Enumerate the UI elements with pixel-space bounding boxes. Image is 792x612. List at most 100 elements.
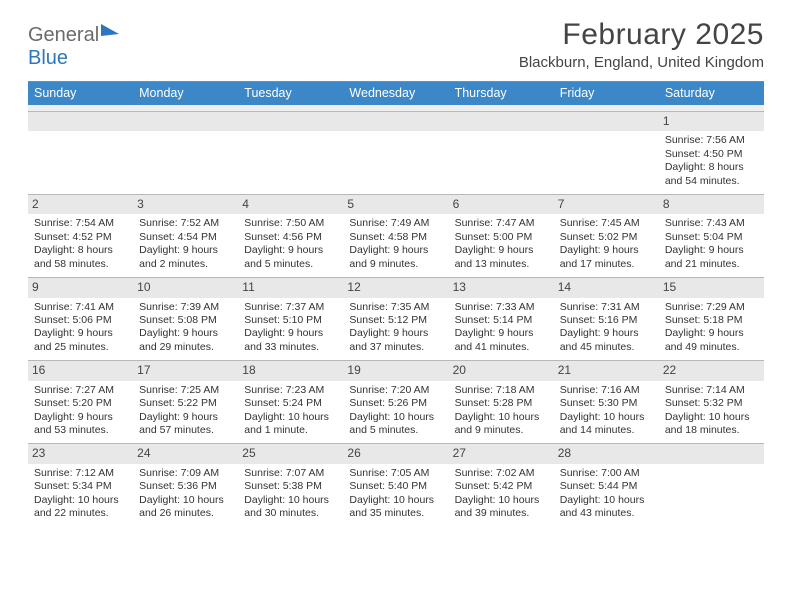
weekday-wednesday: Wednesday [343,82,448,105]
sunset-line: Sunset: 5:08 PM [139,314,232,327]
sunset-line: Sunset: 5:30 PM [560,397,653,410]
day-cell: 26Sunrise: 7:05 AMSunset: 5:40 PMDayligh… [343,443,448,526]
daylight-line: Daylight: 10 hours and 14 minutes. [560,411,653,438]
day-cell: 28Sunrise: 7:00 AMSunset: 5:44 PMDayligh… [554,443,659,526]
day-cell: 4Sunrise: 7:50 AMSunset: 4:56 PMDaylight… [238,194,343,277]
day-number: 20 [449,360,554,380]
day-cell: 10Sunrise: 7:39 AMSunset: 5:08 PMDayligh… [133,277,238,360]
sunset-line: Sunset: 5:00 PM [455,231,548,244]
sunset-line: Sunset: 5:12 PM [349,314,442,327]
sunrise-line: Sunrise: 7:41 AM [34,301,127,314]
daylight-line: Daylight: 10 hours and 1 minute. [244,411,337,438]
weeks-container: 1Sunrise: 7:56 AMSunset: 4:50 PMDaylight… [28,111,764,527]
logo-word-blue: Blue [28,47,68,69]
sunrise-line: Sunrise: 7:37 AM [244,301,337,314]
day-number [449,111,554,131]
day-cell: 25Sunrise: 7:07 AMSunset: 5:38 PMDayligh… [238,443,343,526]
weekday-tuesday: Tuesday [238,82,343,105]
day-number [28,111,133,131]
daylight-line: Daylight: 10 hours and 5 minutes. [349,411,442,438]
sunrise-line: Sunrise: 7:54 AM [34,217,127,230]
sunset-line: Sunset: 5:44 PM [560,480,653,493]
sunrise-line: Sunrise: 7:16 AM [560,384,653,397]
calendar-page: General Blue February 2025 Blackburn, En… [0,0,792,537]
day-cell: 8Sunrise: 7:43 AMSunset: 5:04 PMDaylight… [659,194,764,277]
day-cell-empty [28,111,133,194]
daylight-line: Daylight: 9 hours and 37 minutes. [349,327,442,354]
sunset-line: Sunset: 5:22 PM [139,397,232,410]
day-cell-empty [343,111,448,194]
day-number: 16 [28,360,133,380]
day-number: 6 [449,194,554,214]
sunset-line: Sunset: 5:24 PM [244,397,337,410]
day-number: 2 [28,194,133,214]
daylight-line: Daylight: 9 hours and 9 minutes. [349,244,442,271]
logo-text-line: General Blue [28,24,119,70]
sunrise-line: Sunrise: 7:12 AM [34,467,127,480]
day-cell: 13Sunrise: 7:33 AMSunset: 5:14 PMDayligh… [449,277,554,360]
sunset-line: Sunset: 5:36 PM [139,480,232,493]
day-number [659,443,764,463]
sunset-line: Sunset: 5:04 PM [665,231,758,244]
day-cell: 27Sunrise: 7:02 AMSunset: 5:42 PMDayligh… [449,443,554,526]
daylight-line: Daylight: 9 hours and 5 minutes. [244,244,337,271]
week-row: 2Sunrise: 7:54 AMSunset: 4:52 PMDaylight… [28,194,764,277]
day-cell: 19Sunrise: 7:20 AMSunset: 5:26 PMDayligh… [343,360,448,443]
sunrise-line: Sunrise: 7:50 AM [244,217,337,230]
day-number: 3 [133,194,238,214]
weekday-sunday: Sunday [28,82,133,105]
day-cell-empty [133,111,238,194]
day-number: 13 [449,277,554,297]
month-title: February 2025 [519,18,764,52]
sunset-line: Sunset: 5:10 PM [244,314,337,327]
day-number: 4 [238,194,343,214]
calendar-grid: Sunday Monday Tuesday Wednesday Thursday… [28,82,764,527]
sunrise-line: Sunrise: 7:56 AM [665,134,758,147]
day-number: 22 [659,360,764,380]
day-cell: 12Sunrise: 7:35 AMSunset: 5:12 PMDayligh… [343,277,448,360]
daylight-line: Daylight: 10 hours and 18 minutes. [665,411,758,438]
weekday-saturday: Saturday [659,82,764,105]
weekday-thursday: Thursday [449,82,554,105]
sunrise-line: Sunrise: 7:23 AM [244,384,337,397]
day-cell: 9Sunrise: 7:41 AMSunset: 5:06 PMDaylight… [28,277,133,360]
day-cell: 22Sunrise: 7:14 AMSunset: 5:32 PMDayligh… [659,360,764,443]
title-block: February 2025 Blackburn, England, United… [519,18,764,71]
day-cell: 3Sunrise: 7:52 AMSunset: 4:54 PMDaylight… [133,194,238,277]
week-row: 9Sunrise: 7:41 AMSunset: 5:06 PMDaylight… [28,277,764,360]
sunset-line: Sunset: 5:18 PM [665,314,758,327]
location: Blackburn, England, United Kingdom [519,54,764,71]
sunset-line: Sunset: 5:26 PM [349,397,442,410]
day-cell-empty [659,443,764,526]
sunrise-line: Sunrise: 7:09 AM [139,467,232,480]
daylight-line: Daylight: 9 hours and 49 minutes. [665,327,758,354]
sunrise-line: Sunrise: 7:43 AM [665,217,758,230]
day-number: 28 [554,443,659,463]
week-row: 1Sunrise: 7:56 AMSunset: 4:50 PMDaylight… [28,111,764,194]
sunrise-line: Sunrise: 7:27 AM [34,384,127,397]
day-number [554,111,659,131]
daylight-line: Daylight: 9 hours and 2 minutes. [139,244,232,271]
weekday-monday: Monday [133,82,238,105]
header: General Blue February 2025 Blackburn, En… [28,18,764,71]
day-number [133,111,238,131]
sunrise-line: Sunrise: 7:07 AM [244,467,337,480]
day-cell: 15Sunrise: 7:29 AMSunset: 5:18 PMDayligh… [659,277,764,360]
day-number: 24 [133,443,238,463]
day-cell: 17Sunrise: 7:25 AMSunset: 5:22 PMDayligh… [133,360,238,443]
day-cell: 16Sunrise: 7:27 AMSunset: 5:20 PMDayligh… [28,360,133,443]
day-number: 17 [133,360,238,380]
daylight-line: Daylight: 10 hours and 9 minutes. [455,411,548,438]
day-cell: 23Sunrise: 7:12 AMSunset: 5:34 PMDayligh… [28,443,133,526]
week-row: 23Sunrise: 7:12 AMSunset: 5:34 PMDayligh… [28,443,764,526]
day-cell: 11Sunrise: 7:37 AMSunset: 5:10 PMDayligh… [238,277,343,360]
sunrise-line: Sunrise: 7:45 AM [560,217,653,230]
day-cell: 18Sunrise: 7:23 AMSunset: 5:24 PMDayligh… [238,360,343,443]
day-cell-empty [238,111,343,194]
sunset-line: Sunset: 5:40 PM [349,480,442,493]
daylight-line: Daylight: 9 hours and 29 minutes. [139,327,232,354]
sunset-line: Sunset: 5:16 PM [560,314,653,327]
daylight-line: Daylight: 9 hours and 17 minutes. [560,244,653,271]
day-number: 12 [343,277,448,297]
sunset-line: Sunset: 4:54 PM [139,231,232,244]
